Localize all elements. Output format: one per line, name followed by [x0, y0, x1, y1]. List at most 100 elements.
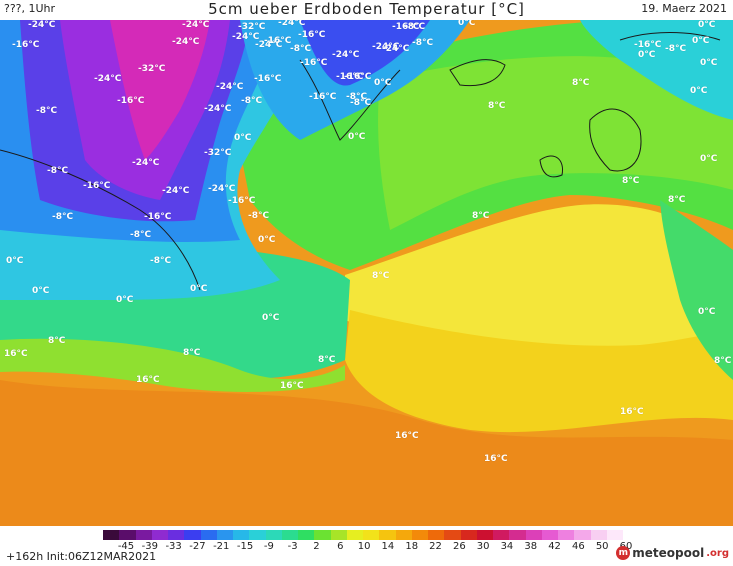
- legend-swatch: [151, 530, 168, 540]
- temp-label: -16°C: [254, 74, 282, 84]
- temp-label: -8°C: [241, 96, 263, 106]
- temp-label: -24°C: [382, 44, 410, 54]
- temp-label: 8°C: [668, 195, 686, 205]
- temp-label: 16°C: [620, 407, 644, 417]
- legend-swatch: [379, 530, 396, 540]
- temp-label: -8°C: [412, 38, 434, 48]
- temp-label: -16°C: [634, 40, 662, 50]
- legend-tick: 38: [524, 541, 538, 552]
- legend-swatch: [346, 530, 363, 540]
- temp-label: -24°C: [182, 20, 210, 30]
- yellow-field: [345, 204, 733, 357]
- legend-swatch: [363, 530, 380, 540]
- map-field: [0, 0, 733, 526]
- temp-label: 0°C: [116, 295, 134, 305]
- legend-tick: 30: [476, 541, 490, 552]
- europe-green: [660, 200, 733, 380]
- legend-swatch: [460, 530, 477, 540]
- temp-label: -16°C: [83, 181, 111, 191]
- legend-swatch: [590, 530, 607, 540]
- temp-label: 8°C: [318, 355, 336, 365]
- temp-label: -24°C: [172, 37, 200, 47]
- temp-label: -24°C: [372, 42, 400, 52]
- legend-swatch: [200, 530, 217, 540]
- map-title: 5cm ueber Erdboden Temperatur [°C]: [208, 0, 525, 18]
- legend-tick: 18: [405, 541, 419, 552]
- legend-tick: -45: [117, 541, 135, 552]
- dark-orange-field: [0, 380, 733, 526]
- temp-label: -24°C: [28, 20, 56, 30]
- temp-label: 8°C: [183, 348, 201, 358]
- legend-swatch: [395, 530, 412, 540]
- temp-label: 0°C: [698, 307, 716, 317]
- temp-label: 16°C: [280, 381, 304, 391]
- legend-swatch: [525, 530, 542, 540]
- temp-label: 0°C: [348, 132, 366, 142]
- temp-label: 0°C: [692, 36, 710, 46]
- temp-label: 0°C: [6, 256, 24, 266]
- temp-label: -24°C: [204, 104, 232, 114]
- temp-label: -16°C: [300, 58, 328, 68]
- temp-label: 0°C: [700, 58, 718, 68]
- temp-label: -16°C: [117, 96, 145, 106]
- legend-swatch: [330, 530, 347, 540]
- legend-tick: 6: [337, 541, 344, 552]
- temp-label: -8°C: [248, 211, 270, 221]
- temp-label: -8°C: [665, 44, 687, 54]
- logo-icon: m: [616, 546, 631, 560]
- temp-label: 8°C: [714, 356, 732, 366]
- legend-swatch: [281, 530, 298, 540]
- temp-label: -8°C: [150, 256, 172, 266]
- coastal-green: [0, 338, 345, 392]
- temp-label: -32°C: [238, 22, 266, 32]
- temp-label: -16°C: [144, 212, 172, 222]
- legend-swatch: [428, 530, 445, 540]
- temp-label: -24°C: [255, 40, 283, 50]
- color-legend: [103, 530, 623, 540]
- map-header: ???, 1Uhr 5cm ueber Erdboden Temperatur …: [0, 0, 733, 20]
- temp-label: 16°C: [136, 375, 160, 385]
- legend-tick: 50: [595, 541, 609, 552]
- legend-tick: 42: [548, 541, 561, 552]
- temp-label: -8°C: [36, 106, 58, 116]
- legend-tick: -27: [189, 541, 206, 552]
- init-time: +162h Init:06Z12MAR2021: [6, 550, 157, 563]
- temp-label: -24°C: [132, 158, 160, 168]
- legend-swatch: [411, 530, 428, 540]
- temp-label: 0°C: [458, 18, 476, 28]
- temp-label: 8°C: [48, 336, 66, 346]
- legend-swatch: [249, 530, 266, 540]
- temp-label: 8°C: [372, 271, 390, 281]
- legend-swatch: [233, 530, 250, 540]
- temp-label: -8°C: [346, 92, 368, 102]
- meteopool-logo[interactable]: m meteopool .org: [616, 546, 729, 560]
- temp-label: -16°C: [344, 72, 372, 82]
- temp-label: 8°C: [572, 78, 590, 88]
- coastlines: [0, 32, 721, 291]
- legend-ticks: -45 -39 -33 -27 -21 -15 -9 -3 2 6 10 14 18 22 26 30 34 38…: [96, 541, 636, 553]
- legend-swatch: [541, 530, 558, 540]
- legend-tick: 14: [381, 541, 395, 552]
- temp-label: 0°C: [638, 50, 656, 60]
- temp-label: -24°C: [278, 18, 306, 28]
- magenta-field: [110, 20, 210, 160]
- temp-label: -16°C: [12, 40, 40, 50]
- legend-tick: -21: [213, 541, 230, 552]
- temp-label: -16°C: [228, 196, 256, 206]
- temp-label: -24°C: [216, 82, 244, 92]
- run-label: ???, 1Uhr: [4, 2, 56, 15]
- temp-label: 0°C: [698, 20, 716, 30]
- logo-ext: .org: [706, 547, 729, 559]
- valid-date: 19. Maerz 2021: [641, 2, 727, 15]
- temp-label: 0°C: [32, 286, 50, 296]
- legend-tick: 26: [452, 541, 466, 552]
- legend-tick: -39: [141, 541, 158, 552]
- legend-tick: 22: [429, 541, 442, 552]
- temp-label: -8°C: [290, 44, 312, 54]
- temp-label: -8°C: [404, 22, 426, 32]
- temp-label: -32°C: [204, 148, 232, 158]
- legend-swatch: [216, 530, 233, 540]
- temp-label: 0°C: [258, 235, 276, 245]
- temp-label: -16°C: [336, 72, 364, 82]
- greenland-cold: [300, 20, 430, 86]
